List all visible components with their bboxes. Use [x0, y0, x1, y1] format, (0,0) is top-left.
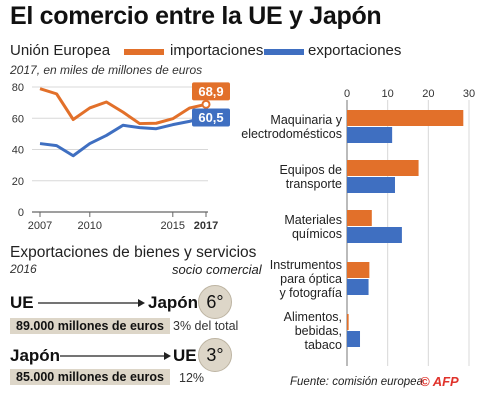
bar-category-label-line: Equipos de [279, 162, 342, 177]
series-endpoint-importaciones [201, 99, 211, 109]
section-year: 2016 [10, 262, 37, 276]
bar-category-label-line: bebidas, [294, 323, 342, 338]
bar-importaciones [347, 262, 370, 278]
line-chart-subtitle: 2017, en miles de millones de euros [10, 63, 203, 77]
x-tick-label: 10 [382, 88, 394, 100]
bar-exportaciones [347, 331, 361, 347]
bar-importaciones [347, 160, 419, 176]
flow-2-rank-badge: 3° [198, 338, 232, 372]
y-tick-label: 0 [18, 207, 24, 219]
end-label-importaciones: 68,9 [198, 84, 223, 99]
page-title: El comercio entre la UE y Japón [10, 2, 382, 30]
y-tick-label: 80 [12, 82, 24, 94]
flow-1-amount: 89.000 millones de euros [10, 318, 170, 334]
bar-category-label-line: Materiales [284, 212, 342, 227]
legend-exports-swatch [264, 49, 304, 55]
series-line-importaciones [39, 87, 207, 126]
flow-1-from: UE [10, 293, 34, 312]
x-tick-label: 2017 [194, 220, 218, 232]
bar-category-label-line: Alimentos, [283, 309, 342, 324]
legend-imports-swatch [124, 49, 164, 55]
flow-2-amount: 85.000 millones de euros [10, 369, 170, 385]
bar-importaciones [347, 314, 349, 330]
x-tick-label: 2007 [28, 220, 52, 232]
bar-category-label-line: y fotografía [279, 285, 342, 300]
x-tick-label: 0 [344, 88, 350, 100]
y-tick-label: 20 [12, 176, 24, 188]
bar-category-label: Equipos de transporte [182, 163, 342, 191]
bar-category-label: Instrumentos para óptica y fotografía [182, 258, 342, 300]
partner-header: socio comercial [172, 262, 262, 277]
flow-2-arrow [60, 352, 171, 360]
bar-category-label-line: Instrumentos [269, 257, 342, 272]
bar-importaciones [347, 110, 464, 126]
bar-category-label-line: para óptica [280, 271, 342, 286]
bar-exportaciones [347, 279, 369, 295]
source-note: Fuente: comisión europea [290, 376, 423, 388]
line-chart: 0 20 40 60 80 2007 2010 2015 2017 68,9 60,5 [12, 82, 230, 232]
x-tick-label: 2010 [78, 220, 102, 232]
bar-category-label: Alimentos, bebidas, tabaco [182, 310, 342, 352]
afp-logo: © AFP [420, 374, 459, 389]
bar-category-label-line: electrodomésticos [241, 126, 342, 141]
bar-category-label-line: Maquinaria y [270, 112, 342, 127]
flow-2-to: UE [173, 346, 197, 365]
end-label-box-importaciones [192, 82, 230, 101]
flow-2-from: Japón [10, 346, 61, 365]
bar-category-label: Maquinaria y electrodomésticos [182, 113, 342, 141]
y-tick-label: 60 [12, 113, 24, 125]
end-label-box-exportaciones [192, 108, 230, 127]
x-tick-label: 20 [422, 88, 434, 100]
bar-category-label-line: transporte [285, 176, 342, 191]
x-tick-label: 30 [463, 88, 475, 100]
legend-exports-label: exportaciones [308, 42, 402, 59]
flow-1-to: Japón [148, 293, 199, 312]
section-title: Exportaciones de bienes y servicios [10, 244, 257, 261]
x-tick-label: 2015 [161, 220, 185, 232]
bar-exportaciones [347, 227, 402, 243]
bar-chart: 0 10 20 30 [344, 88, 475, 366]
bar-category-label: Materiales químicos [182, 213, 342, 241]
end-label-exportaciones: 60,5 [198, 110, 223, 125]
legend-imports-label: importaciones [170, 42, 264, 59]
flow-2-share: 12% [179, 371, 205, 385]
series-line-exportaciones [39, 116, 207, 158]
flow-1-rank-badge: 6° [198, 285, 232, 319]
flow-1-arrow [38, 299, 145, 307]
bar-exportaciones [347, 127, 393, 143]
bar-category-label-line: tabaco [304, 337, 342, 352]
y-tick-label: 40 [12, 145, 24, 157]
flow-1-share: 3% del total [173, 319, 239, 333]
bar-exportaciones [347, 177, 395, 193]
bar-category-label-line: químicos [291, 226, 342, 241]
legend-region: Unión Europea [10, 42, 111, 59]
bar-importaciones [347, 210, 372, 226]
